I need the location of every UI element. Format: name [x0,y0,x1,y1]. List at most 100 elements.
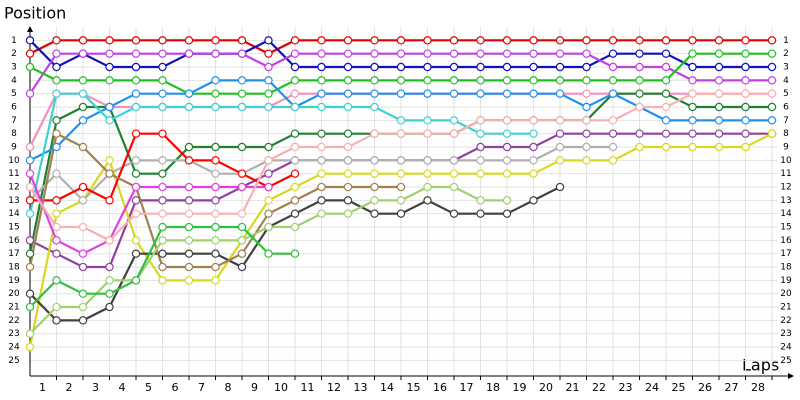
lap-marker [449,76,459,85]
lap-marker [343,142,353,152]
lap-marker [714,116,724,125]
lap-marker [25,142,35,152]
lap-marker [52,142,61,152]
y-tick-label: 10 [8,156,20,166]
lap-marker [476,62,485,72]
lap-marker [635,49,644,58]
lap-marker [555,142,565,152]
lap-marker [529,36,538,45]
lap-marker [290,222,300,232]
lap-marker [423,182,432,192]
lap-marker [714,89,724,98]
lap-marker [317,89,326,98]
lap-marker [449,89,459,98]
lap-marker [502,116,512,125]
y-tick-label-right: 21 [780,303,791,313]
y-tick-label-right: 19 [780,276,792,286]
lap-marker [211,49,220,58]
lap-marker [396,116,406,125]
lap-marker [767,102,777,112]
lap-marker [25,49,35,58]
lap-marker [370,209,379,218]
lap-marker [502,196,512,205]
lap-marker [343,49,353,58]
lap-marker [423,62,432,72]
lap-marker [767,129,777,138]
lap-marker [343,102,353,112]
lap-marker [343,156,353,165]
lap-marker [105,102,114,112]
lap-marker [502,142,512,152]
lap-marker [555,129,565,138]
lap-marker [688,116,697,125]
y-tick-label: 7 [11,116,17,126]
lap-marker [237,102,247,112]
y-tick-label-right: 5 [783,89,789,99]
lap-marker [396,76,406,85]
lap-marker [158,89,167,98]
lap-marker [184,142,194,152]
lap-marker [158,169,167,178]
lap-marker [688,89,697,98]
lap-marker [476,209,485,218]
lap-marker [449,182,459,192]
lap-marker [423,49,432,58]
lap-marker [25,329,35,338]
lap-marker [635,62,644,72]
y-tick-label: 13 [8,196,19,206]
lap-marker [78,249,88,258]
y-axis-label: Position [4,4,66,23]
lap-marker [52,316,61,325]
lap-marker [423,116,432,125]
lap-marker [635,142,644,152]
lap-marker [714,49,724,58]
lap-marker [158,36,167,45]
lap-marker [343,36,353,45]
lap-marker [423,129,432,138]
lap-marker [608,142,618,152]
lap-marker [449,156,459,165]
x-tick-label: 11 [301,381,315,394]
lap-marker [635,89,644,98]
lap-marker [529,156,538,165]
lap-marker [131,236,141,245]
lap-marker [131,276,141,285]
lap-marker [25,342,35,352]
y-tick-label-right: 18 [780,263,792,273]
lap-marker [608,129,618,138]
x-tick-label: 28 [751,381,765,394]
lap-marker [529,62,538,72]
lap-marker [529,169,538,178]
lap-marker [529,116,538,125]
x-tick-label: 19 [513,381,527,394]
lap-marker [423,89,432,98]
lap-marker [131,156,141,165]
x-tick-label: 18 [486,381,500,394]
lap-marker [555,156,565,165]
lap-marker [502,169,512,178]
lap-marker [158,276,167,285]
lap-marker [555,49,565,58]
lap-marker [158,222,167,232]
lap-marker [25,236,35,245]
lap-marker [290,102,300,112]
lap-marker [237,222,247,232]
x-tick-label: 17 [460,381,474,394]
lap-marker [476,169,485,178]
lap-marker [25,182,35,192]
y-tick-label: 21 [8,303,19,313]
y-tick-label-right: 14 [780,209,792,219]
lap-marker [264,76,273,85]
lap-marker [476,49,485,58]
lap-marker [741,76,750,85]
x-tick-label: 20 [539,381,553,394]
lap-marker [25,249,35,258]
x-tick-label: 10 [274,381,288,394]
lap-marker [370,129,379,138]
lap-marker [78,222,88,232]
lap-marker [184,102,194,112]
x-tick-label: 12 [327,381,341,394]
lap-marker [608,76,618,85]
x-tick-label: 3 [92,381,99,394]
